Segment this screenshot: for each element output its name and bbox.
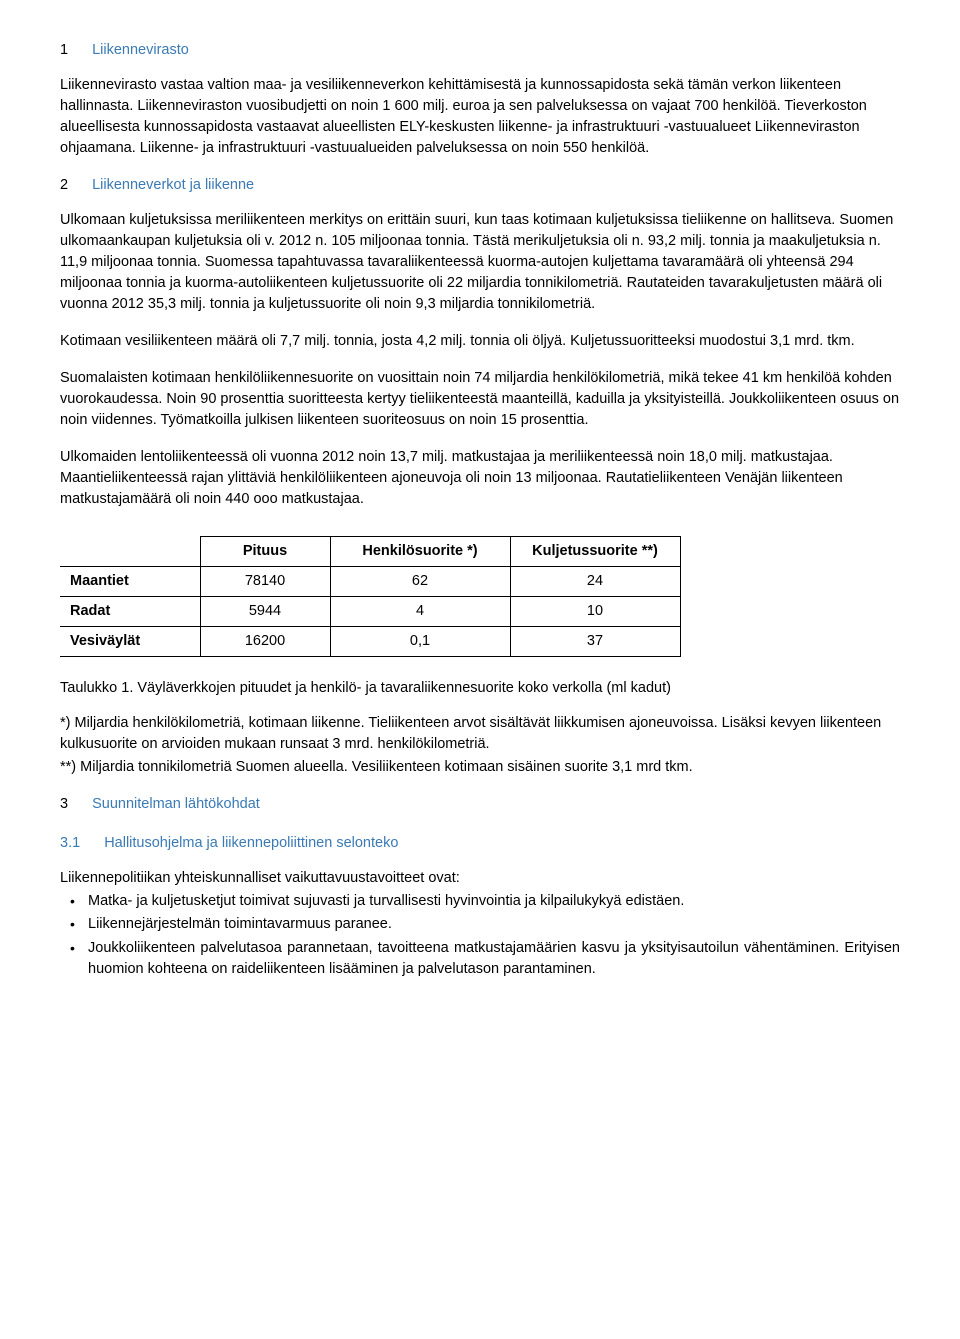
footnote-2: **) Miljardia tonnikilometriä Suomen alu…	[60, 757, 900, 778]
section-3-title: Suunnitelman lähtökohdat	[92, 796, 260, 812]
table-1: Pituus Henkilösuorite *) Kuljetussuorite…	[60, 526, 681, 671]
footnote-1: *) Miljardia henkilökilometriä, kotimaan…	[60, 713, 900, 755]
cell: 78140	[200, 567, 330, 597]
list-item: Matka- ja kuljetusketjut toimivat sujuva…	[60, 891, 900, 912]
table-row: Radat 5944 4 10	[60, 597, 680, 627]
cell: 24	[510, 567, 680, 597]
section-3-1-number: 3.1	[60, 835, 80, 851]
section-2-heading: 2 Liikenneverkot ja liikenne	[60, 175, 900, 196]
list-item: Joukkoliikenteen palvelutasoa parannetaa…	[60, 938, 900, 980]
section-3-1-intro: Liikennepolitiikan yhteiskunnalliset vai…	[60, 868, 900, 889]
cell: 37	[510, 627, 680, 657]
cell: 5944	[200, 597, 330, 627]
row-label-maantiet: Maantiet	[60, 567, 200, 597]
section-2-paragraph-1: Ulkomaan kuljetuksissa meriliikenteen me…	[60, 210, 900, 315]
section-2-number: 2	[60, 177, 68, 193]
table-row: Maantiet 78140 62 24	[60, 567, 680, 597]
section-2-paragraph-3: Suomalaisten kotimaan henkilöliikennesuo…	[60, 368, 900, 431]
cell: 16200	[200, 627, 330, 657]
table-1-caption: Taulukko 1. Väyläverkkojen pituudet ja h…	[60, 678, 900, 699]
section-3-1-heading: 3.1 Hallitusohjelma ja liikennepoliittin…	[60, 833, 900, 854]
section-3-1-title: Hallitusohjelma ja liikennepoliittinen s…	[104, 835, 398, 851]
table-header-kuljetus: Kuljetussuorite **)	[510, 537, 680, 567]
table-header-row: Pituus Henkilösuorite *) Kuljetussuorite…	[60, 537, 680, 567]
section-3-1-bullet-list: Matka- ja kuljetusketjut toimivat sujuva…	[60, 891, 900, 979]
cell: 4	[330, 597, 510, 627]
cell: 10	[510, 597, 680, 627]
table-row: Vesiväylät 16200 0,1 37	[60, 627, 680, 657]
section-1-paragraph-1: Liikennevirasto vastaa valtion maa- ja v…	[60, 75, 900, 159]
section-3-heading: 3 Suunnitelman lähtökohdat	[60, 794, 900, 815]
section-3-number: 3	[60, 796, 68, 812]
cell: 62	[330, 567, 510, 597]
list-item: Liikennejärjestelmän toimintavarmuus par…	[60, 914, 900, 935]
section-1-title: Liikennevirasto	[92, 42, 189, 58]
network-table: Pituus Henkilösuorite *) Kuljetussuorite…	[60, 536, 681, 657]
table-header-henkilo: Henkilösuorite *)	[330, 537, 510, 567]
cell: 0,1	[330, 627, 510, 657]
section-2-title: Liikenneverkot ja liikenne	[92, 177, 254, 193]
table-header-pituus: Pituus	[200, 537, 330, 567]
row-label-radat: Radat	[60, 597, 200, 627]
section-1-number: 1	[60, 42, 68, 58]
section-2-paragraph-4: Ulkomaiden lentoliikenteessä oli vuonna …	[60, 447, 900, 510]
section-1-heading: 1 Liikennevirasto	[60, 40, 900, 61]
section-2-paragraph-2: Kotimaan vesiliikenteen määrä oli 7,7 mi…	[60, 331, 900, 352]
table-header-empty	[60, 537, 200, 567]
row-label-vesivaylat: Vesiväylät	[60, 627, 200, 657]
